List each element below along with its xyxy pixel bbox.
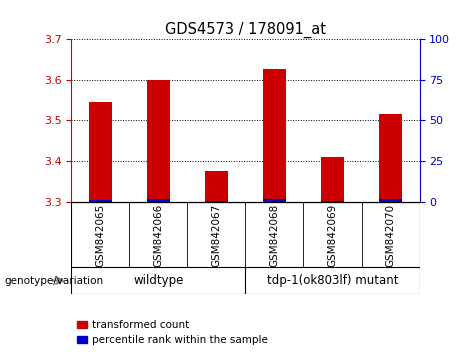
Bar <box>263 199 286 202</box>
Text: wildtype: wildtype <box>133 274 183 287</box>
Bar <box>321 201 344 202</box>
Bar <box>205 201 228 202</box>
Text: GSM842068: GSM842068 <box>270 204 279 267</box>
Bar <box>205 171 228 202</box>
Bar <box>147 199 170 202</box>
Bar <box>379 199 402 202</box>
Text: tdp-1(ok803lf) mutant: tdp-1(ok803lf) mutant <box>267 274 398 287</box>
Legend: transformed count, percentile rank within the sample: transformed count, percentile rank withi… <box>77 320 268 346</box>
Text: GSM842070: GSM842070 <box>385 204 396 267</box>
Text: GSM842067: GSM842067 <box>212 204 221 267</box>
Text: GSM842066: GSM842066 <box>154 204 164 267</box>
Bar <box>89 102 112 202</box>
Text: GSM842065: GSM842065 <box>95 204 106 267</box>
Text: genotype/variation: genotype/variation <box>5 275 104 286</box>
Text: GSM842069: GSM842069 <box>327 204 337 267</box>
Bar <box>321 157 344 202</box>
Bar <box>147 80 170 202</box>
Title: GDS4573 / 178091_at: GDS4573 / 178091_at <box>165 21 326 38</box>
Bar <box>89 200 112 202</box>
Bar <box>379 114 402 202</box>
Bar <box>263 69 286 202</box>
